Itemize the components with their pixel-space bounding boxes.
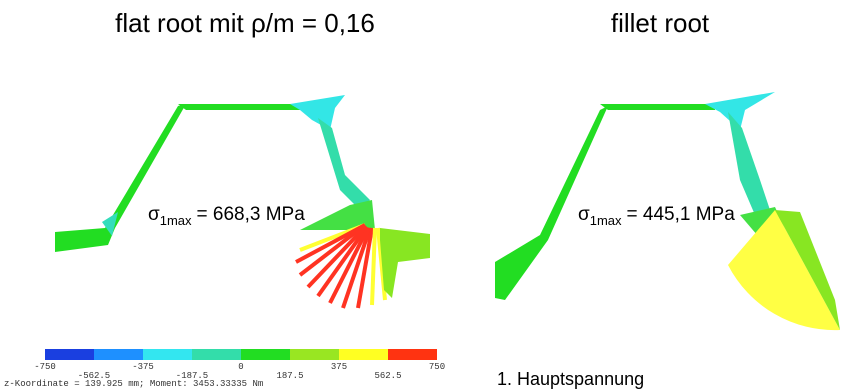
tooth-flat-root bbox=[55, 95, 430, 308]
colorbar-tick-label: -750 bbox=[34, 362, 56, 372]
colorbar-tick-label: 750 bbox=[429, 362, 445, 372]
colorbar bbox=[45, 349, 437, 360]
colorbar-tick-label: -375 bbox=[132, 362, 154, 372]
colorbar-tick-label: 562.5 bbox=[374, 371, 401, 381]
panel-title: flat root mit ρ/m = 0,16 bbox=[115, 8, 375, 38]
colorbar-tick-label: 0 bbox=[238, 362, 243, 372]
panel-title: fillet root bbox=[611, 8, 710, 38]
footer: z-Koordinate = 139.925 mm; Moment: 3453.… bbox=[4, 379, 263, 389]
colorbar-tick-label: 187.5 bbox=[276, 371, 303, 381]
caption: 1. Hauptspannung bbox=[497, 369, 644, 389]
figure: flat root mit ρ/m = 0,16 fillet root bbox=[0, 0, 853, 390]
colorbar-tick-label: 375 bbox=[331, 362, 347, 372]
stress-label: σ1max= 445,1 MPa bbox=[578, 204, 735, 228]
stress-label: σ1max= 668,3 MPa bbox=[148, 204, 305, 228]
